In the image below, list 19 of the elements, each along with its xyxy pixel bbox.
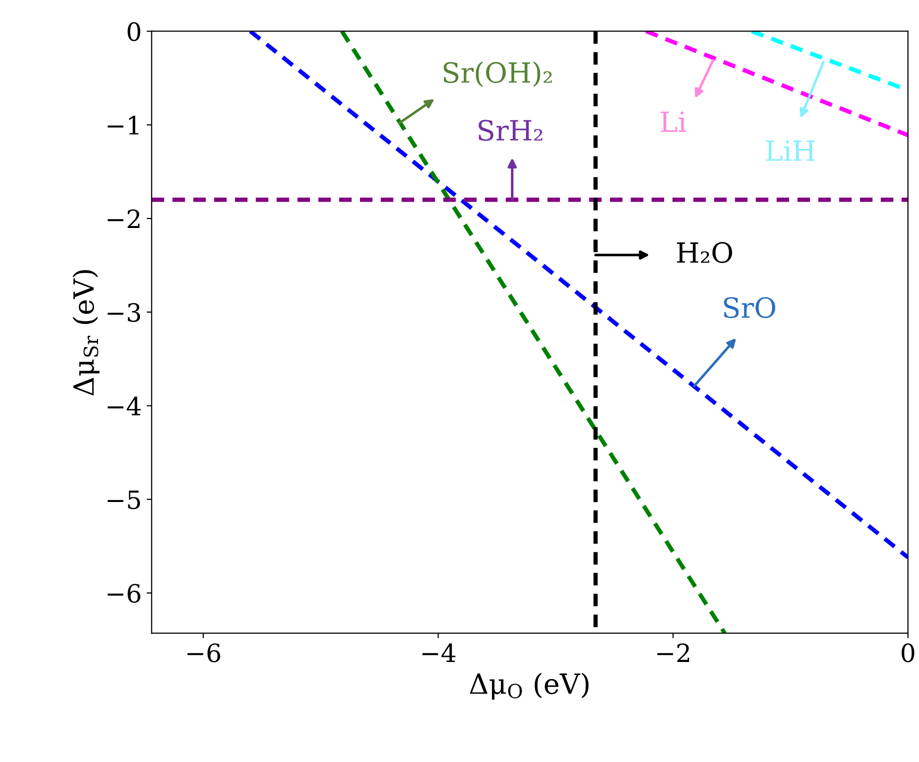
x-tick-label: −6 [188, 643, 220, 662]
x-tick-label: −4 [422, 643, 456, 662]
y-tick-label: −3 [108, 303, 140, 322]
annotation: Li [660, 111, 686, 132]
annotation: SrH₂ [478, 120, 542, 141]
annotation: LiH [766, 140, 815, 161]
y-tick-label: −4 [108, 396, 141, 416]
x-tick-label: 0 [902, 643, 914, 662]
y-axis-title: Δμ$_{Sr}$ (eV) [72, 270, 100, 396]
x-tick-label: −2 [657, 643, 690, 662]
y-tick-label: −6 [108, 584, 140, 603]
y-tick-label: −5 [108, 490, 140, 510]
annotation: Sr(OH)₂ [444, 62, 552, 87]
y-tick-label: −2 [108, 209, 140, 228]
y-tick-label: 0 [128, 22, 140, 42]
x-axis-title: Δμ$_{O}$ (eV) [470, 672, 589, 700]
annotation: SrO [724, 297, 776, 318]
annotation: H₂O [677, 242, 732, 264]
y-tick-label: −1 [108, 116, 138, 134]
